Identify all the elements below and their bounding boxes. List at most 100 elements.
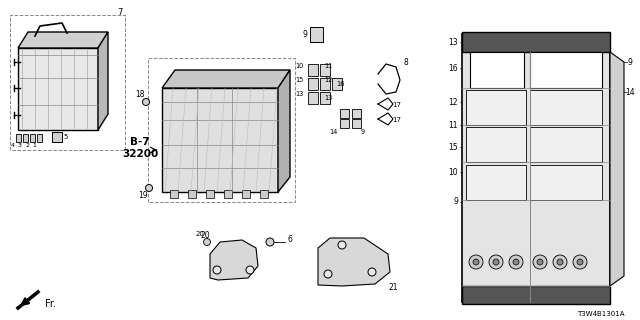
Polygon shape [462,34,610,302]
Polygon shape [308,92,318,104]
Text: 13: 13 [324,95,332,101]
Polygon shape [210,240,258,280]
Circle shape [145,185,152,191]
Text: B-7
32200: B-7 32200 [122,137,158,159]
Text: 9: 9 [628,58,632,67]
Polygon shape [530,165,602,200]
Circle shape [509,255,523,269]
Polygon shape [206,190,214,198]
Polygon shape [98,32,108,130]
Circle shape [577,259,583,265]
Text: 16: 16 [336,81,344,87]
Text: 13: 13 [449,37,458,46]
Polygon shape [340,119,349,128]
Polygon shape [352,119,361,128]
Polygon shape [30,134,35,142]
Text: 3: 3 [18,142,22,148]
Polygon shape [530,127,602,162]
Text: 11: 11 [324,63,332,69]
Circle shape [266,238,274,246]
Circle shape [493,259,499,265]
Circle shape [473,259,479,265]
Text: 5: 5 [64,134,68,140]
Polygon shape [18,32,108,48]
Text: 14: 14 [330,129,338,135]
Polygon shape [466,90,526,125]
Text: 9: 9 [453,197,458,206]
Circle shape [553,255,567,269]
Text: 18: 18 [135,90,145,99]
Text: 17: 17 [392,117,401,123]
Polygon shape [318,238,390,286]
Polygon shape [610,52,624,286]
Text: 2: 2 [25,142,29,148]
Polygon shape [340,109,349,118]
Text: 4: 4 [11,142,15,148]
Polygon shape [278,70,290,192]
Text: T3W4B1301A: T3W4B1301A [577,311,625,317]
Text: 10: 10 [449,167,458,177]
Text: 9: 9 [302,29,307,38]
Text: 13: 13 [296,91,304,97]
Text: 1: 1 [32,142,36,148]
Polygon shape [466,165,526,200]
Text: 10: 10 [296,63,304,69]
Polygon shape [162,88,278,192]
Polygon shape [260,190,268,198]
Text: 15: 15 [296,77,304,83]
Polygon shape [308,78,318,90]
Text: 19: 19 [138,190,148,199]
Polygon shape [462,32,610,52]
Polygon shape [224,190,232,198]
Text: 6: 6 [287,236,292,244]
Polygon shape [23,134,28,142]
Polygon shape [320,64,330,76]
Polygon shape [37,134,42,142]
Text: 14: 14 [625,87,635,97]
Circle shape [204,238,211,245]
Circle shape [489,255,503,269]
Text: 8: 8 [404,58,408,67]
Polygon shape [320,78,330,90]
Polygon shape [16,134,21,142]
Circle shape [513,259,519,265]
Text: 12: 12 [449,98,458,107]
Polygon shape [320,92,330,104]
Text: Fr.: Fr. [45,299,56,309]
Text: 15: 15 [449,142,458,151]
Polygon shape [52,132,62,142]
Circle shape [557,259,563,265]
Polygon shape [530,52,602,88]
Text: 9: 9 [361,129,365,135]
Circle shape [368,268,376,276]
Polygon shape [462,286,610,304]
Text: 16: 16 [449,63,458,73]
Polygon shape [162,70,290,88]
Text: 17: 17 [392,102,401,108]
Text: 21: 21 [388,284,397,292]
Text: 7: 7 [117,7,123,17]
Polygon shape [310,27,323,42]
Polygon shape [188,190,196,198]
Text: 20: 20 [200,230,210,239]
Polygon shape [352,109,361,118]
Polygon shape [466,127,526,162]
Circle shape [246,266,254,274]
Text: 12: 12 [324,77,332,83]
Circle shape [143,99,150,106]
Circle shape [324,270,332,278]
Circle shape [533,255,547,269]
Polygon shape [332,78,342,90]
Circle shape [573,255,587,269]
Circle shape [338,241,346,249]
Circle shape [537,259,543,265]
Polygon shape [308,64,318,76]
Text: 20: 20 [196,231,204,237]
Circle shape [469,255,483,269]
Polygon shape [242,190,250,198]
Polygon shape [170,190,178,198]
Circle shape [213,266,221,274]
Text: 11: 11 [449,121,458,130]
Polygon shape [530,90,602,125]
Polygon shape [470,52,524,88]
